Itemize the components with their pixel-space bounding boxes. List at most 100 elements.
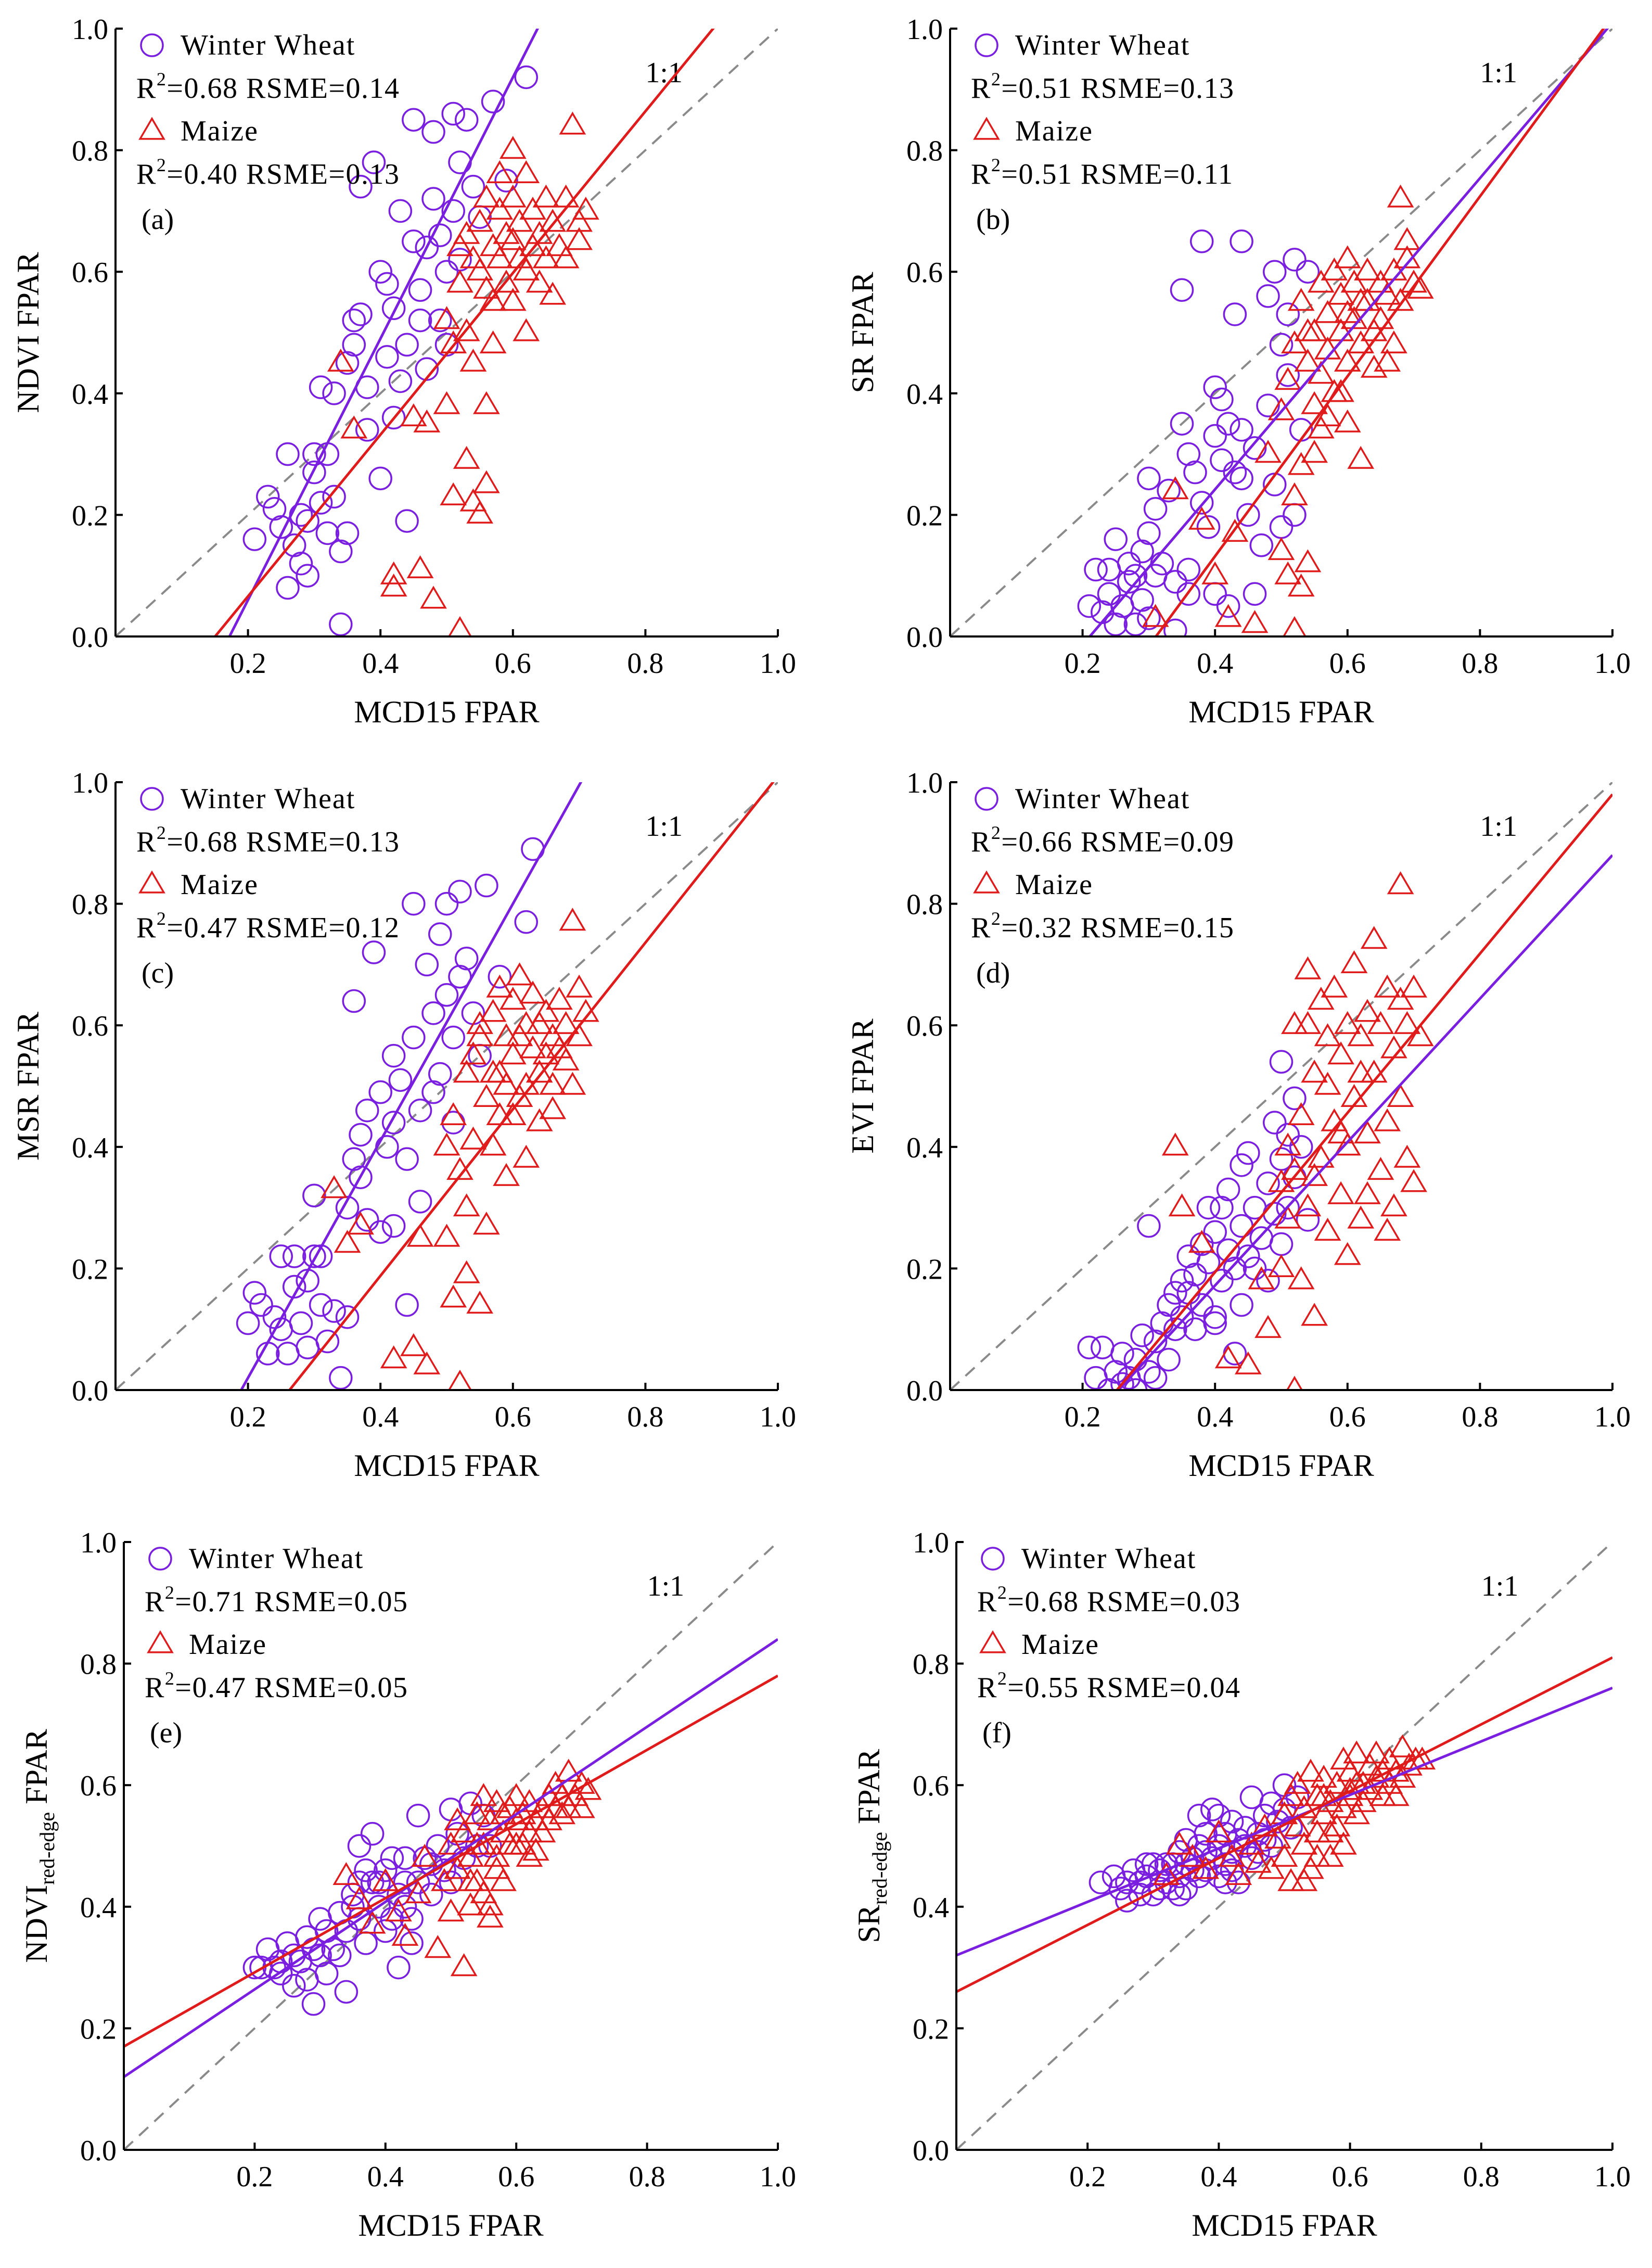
wheat-point — [1263, 260, 1287, 284]
wheat-point — [1176, 442, 1201, 466]
maize-point — [400, 1333, 427, 1356]
maize-point — [519, 196, 546, 220]
y-axis-label: EVI FPAR — [846, 1018, 880, 1154]
maize-point — [506, 1023, 533, 1047]
wheat-point — [1223, 1256, 1247, 1281]
y-tick-label: 0.8 — [80, 1649, 117, 1681]
wheat-point — [1230, 466, 1253, 491]
wheat-point — [421, 1001, 445, 1025]
maize-point — [542, 1795, 569, 1818]
maize-point — [440, 330, 467, 353]
wheat-point — [1110, 1372, 1134, 1390]
maize-point — [1286, 1375, 1303, 1390]
legend-wheat-label: Winter Wheat — [181, 29, 355, 61]
maize-point — [440, 1102, 467, 1126]
maize-point — [1334, 1011, 1361, 1034]
maize-point — [1294, 318, 1322, 341]
x-tick-label: 0.2 — [230, 1401, 266, 1433]
x-axis-label: MCD15 FPAR — [1188, 695, 1374, 729]
wheat-point — [1223, 302, 1247, 326]
maize-point — [522, 1838, 549, 1861]
maize-point — [539, 1096, 567, 1119]
wheat-point — [322, 381, 346, 405]
wheat-point — [428, 1062, 452, 1086]
maize-point — [446, 270, 473, 293]
maize-point — [559, 1072, 586, 1095]
maize-point — [1387, 871, 1414, 895]
panel-f: 1:1 0.0 0.2 0.4 0.6 0.8 1.0 0.2 0.4 0.6 0.8 1.0 MCD1… — [852, 1527, 1631, 2242]
y-tick-label: 1.0 — [80, 1527, 117, 1559]
stats-maize: R2=0.40 RSME=0.13 — [136, 155, 400, 190]
maize-point — [574, 1777, 602, 1800]
legend-maize-marker — [138, 117, 165, 140]
maize-point — [1406, 275, 1434, 299]
maize-point — [1314, 300, 1341, 323]
panel-label: (c) — [142, 957, 174, 989]
maize-point — [1248, 1266, 1275, 1290]
x-tick-label: 1.0 — [760, 647, 796, 680]
y-tick-label: 0.6 — [906, 1010, 943, 1042]
maize-point — [1380, 330, 1407, 353]
maize-point — [559, 908, 586, 931]
maize-point — [433, 306, 460, 329]
maize-point — [321, 1175, 348, 1199]
wheat-point — [428, 308, 452, 333]
legend-wheat-label: Winter Wheat — [1015, 29, 1190, 61]
wheat-fit-line — [956, 1687, 1612, 1957]
wheat-point — [381, 1214, 406, 1238]
maize-point — [1374, 1217, 1401, 1241]
maize-point — [380, 1345, 407, 1369]
wheat-point — [302, 442, 326, 466]
stats-wheat: R2=0.68 RSME=0.14 — [136, 69, 400, 105]
wheat-point — [441, 1025, 465, 1050]
maize-point — [1290, 1831, 1318, 1855]
wheat-point — [1167, 1882, 1192, 1907]
maize-point — [513, 160, 540, 183]
maize-point — [486, 974, 514, 998]
wheat-point — [439, 1870, 463, 1894]
y-tick-label: 0.2 — [906, 500, 943, 532]
maize-point — [493, 1163, 520, 1186]
maize-point — [539, 1023, 567, 1047]
wheat-point — [1203, 1305, 1227, 1329]
wheat-point — [408, 1098, 432, 1123]
y-tick-label: 1.0 — [906, 767, 943, 799]
wheat-point — [1104, 527, 1128, 551]
maize-point — [513, 318, 540, 341]
maize-point — [506, 209, 533, 232]
maize-point — [453, 221, 480, 244]
maize-point — [486, 196, 514, 220]
wheat-fit-line — [1088, 29, 1609, 636]
y-axis-label: NDVIred-edge FPAR — [19, 1729, 59, 1963]
x-tick-label: 0.8 — [1462, 1401, 1498, 1433]
stats-maize: R2=0.51 RSME=0.11 — [971, 155, 1233, 190]
wheat-point — [1256, 393, 1280, 417]
wheat-point — [1134, 1852, 1159, 1876]
wheat-point — [1189, 491, 1214, 515]
wheat-point — [428, 223, 452, 247]
maize-point — [1201, 561, 1229, 584]
maize-point — [1168, 1193, 1196, 1217]
one-to-one-label: 1:1 — [647, 1570, 685, 1602]
wheat-point — [362, 150, 386, 174]
maize-point — [477, 1807, 504, 1830]
maize-point — [535, 1807, 562, 1830]
x-tick-label: 0.6 — [498, 2161, 534, 2193]
x-tick-label: 0.2 — [1065, 1401, 1101, 1433]
stats-wheat: R2=0.71 RSME=0.05 — [145, 1582, 408, 1618]
y-tick-label: 0.0 — [913, 2135, 949, 2167]
one-to-one-line — [116, 29, 778, 636]
y-tick-label: 1.0 — [913, 1527, 949, 1559]
maize-point — [572, 196, 599, 220]
y-tick-label: 1.0 — [72, 14, 108, 46]
wheat-point — [395, 1293, 419, 1317]
wheat-point — [1163, 1281, 1187, 1305]
wheat-point — [395, 509, 419, 533]
maize-point — [513, 1144, 540, 1168]
maize-point — [1166, 1831, 1193, 1855]
maize-point — [1264, 1825, 1291, 1849]
x-tick-label: 0.8 — [1462, 647, 1498, 680]
maize-point — [519, 1035, 546, 1059]
panel-label: (e) — [150, 1717, 182, 1749]
wheat-point — [354, 1858, 378, 1882]
